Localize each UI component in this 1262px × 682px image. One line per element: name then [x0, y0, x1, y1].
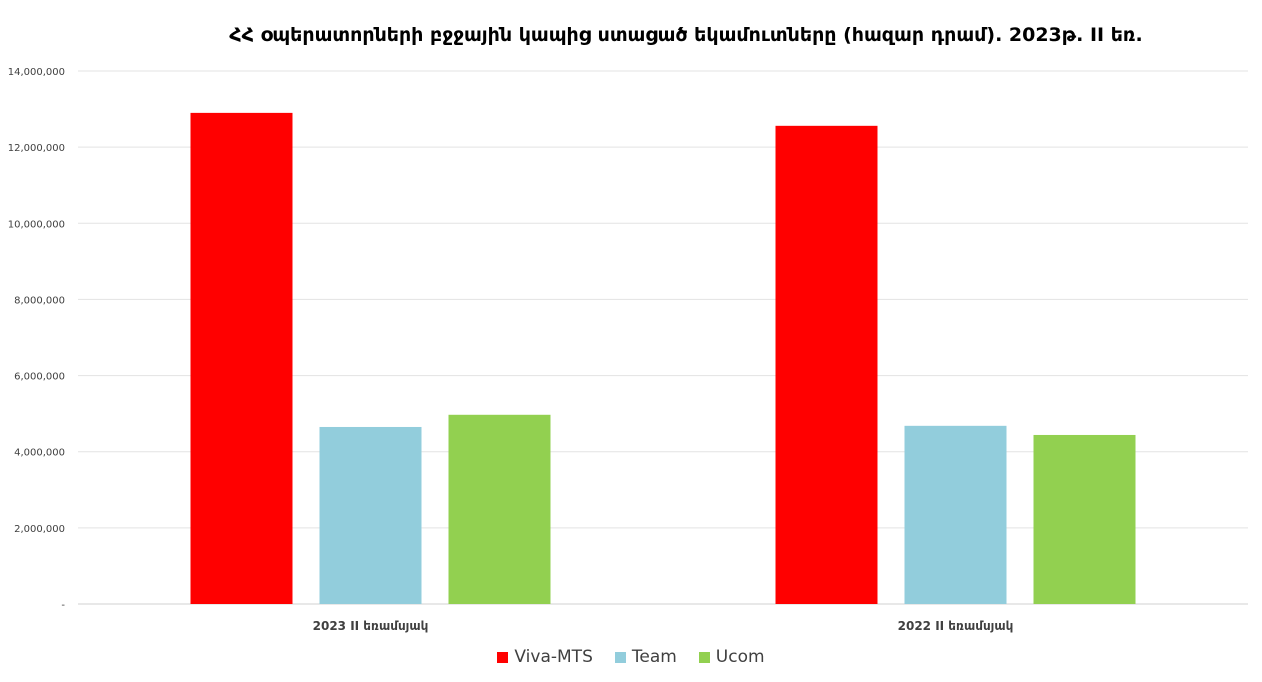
y-tick-label: 10,000,000	[8, 219, 65, 230]
y-tick-label: 4,000,000	[14, 448, 65, 459]
legend-label: Viva-MTS	[514, 647, 593, 667]
bar-ucom	[448, 414, 551, 604]
legend-swatch	[698, 651, 710, 663]
y-tick-label: 2,000,000	[14, 524, 65, 535]
legend-swatch	[614, 651, 626, 663]
y-tick-label: -	[61, 600, 65, 611]
x-category-label: 2023 II եռամսյակ	[313, 619, 429, 633]
chart-legend: Viva-MTS Team Ucom	[0, 647, 1262, 667]
bar-team	[319, 426, 422, 604]
legend-label: Ucom	[715, 647, 765, 667]
bar-ucom	[1033, 434, 1136, 604]
legend-item: Team	[614, 647, 677, 667]
legend-swatch	[497, 651, 509, 663]
bar-team	[904, 425, 1007, 604]
y-tick-label: 8,000,000	[14, 295, 65, 306]
chart-title: ՀՀ օպերատորների բջջային կապից ստացած եկա…	[229, 24, 1143, 46]
legend-item: Viva-MTS	[497, 647, 593, 667]
y-tick-label: 12,000,000	[8, 143, 65, 154]
x-category-label: 2022 II եռամսյակ	[898, 619, 1014, 633]
bar-viva-mts	[190, 112, 293, 604]
y-tick-label: 6,000,000	[14, 372, 65, 383]
y-tick-label: 14,000,000	[8, 67, 65, 78]
legend-label: Team	[631, 647, 677, 667]
bar-viva-mts	[775, 125, 878, 604]
legend-item: Ucom	[698, 647, 765, 667]
